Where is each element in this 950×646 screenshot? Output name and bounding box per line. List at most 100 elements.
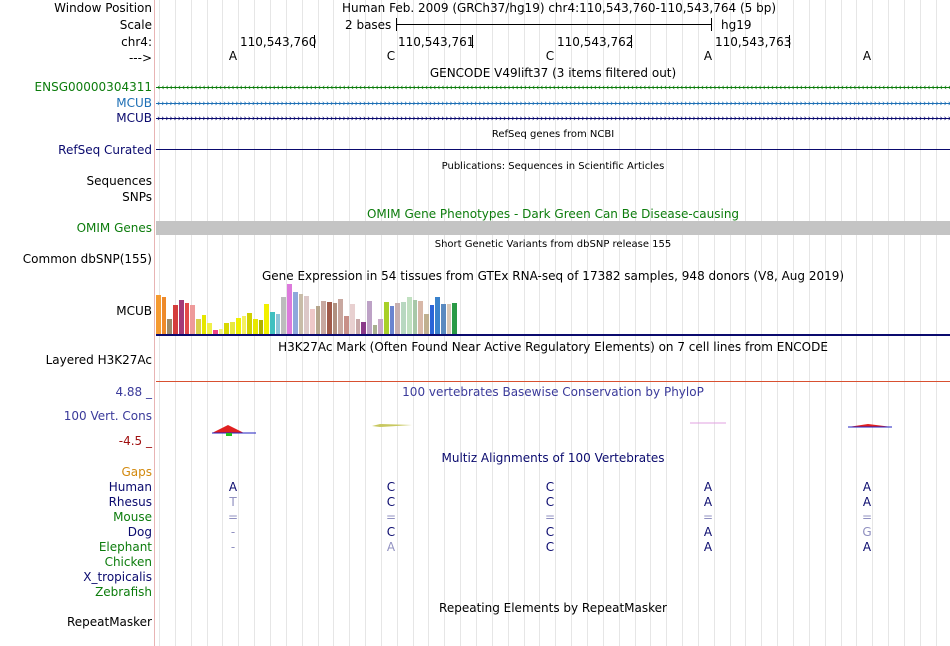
omim-genes-label[interactable]: OMIM Genes [76,221,152,235]
gencode-track-title: GENCODE V49lift37 (3 items filtered out) [429,66,677,80]
multiz-gaps-label[interactable]: Gaps [121,465,152,479]
gencode-item-ensg-feature[interactable]: ‹‹‹‹‹‹‹‹‹‹‹‹‹‹‹‹‹‹‹‹‹‹‹‹‹‹‹‹‹‹‹‹‹‹‹‹‹‹‹‹… [156,84,950,92]
gtex-tissue-bar[interactable] [162,297,166,334]
h3k27ac-signal-line[interactable] [156,381,950,382]
grid-line [793,0,794,646]
gtex-tissue-bar[interactable] [167,319,172,334]
gtex-bar-chart[interactable] [156,284,950,336]
gtex-tissue-bar[interactable] [230,322,235,334]
gtex-tissue-bar[interactable] [281,297,286,334]
gtex-tissue-bar[interactable] [156,295,161,334]
publications-sequences-label[interactable]: Sequences [86,174,152,188]
gtex-tissue-bar[interactable] [259,320,263,334]
gtex-tissue-bar[interactable] [242,316,246,334]
phylop-track-label[interactable]: 100 Vert. Cons [63,409,152,423]
publications-snps-label[interactable]: SNPs [122,190,152,204]
gtex-tissue-bar[interactable] [333,303,337,334]
phylop-track-title: 100 vertebrates Basewise Conservation by… [402,385,704,399]
window-position-label: Window Position [54,1,152,15]
repeatmasker-label[interactable]: RepeatMasker [66,615,152,629]
gtex-tissue-bar[interactable] [253,319,258,334]
gencode-item-ensg-label[interactable]: ENSG00000304311 [34,80,152,94]
multiz-base: - [230,540,236,554]
gtex-tissue-bar[interactable] [378,319,383,334]
gtex-tissue-bar[interactable] [384,302,389,334]
gtex-tissue-bar[interactable] [304,296,309,334]
assembly-position-text: Human Feb. 2009 (GRCh37/hg19) chr4:110,5… [342,1,777,15]
grid-line [587,0,588,646]
omim-gene-feature[interactable] [156,221,950,235]
gtex-tissue-bar[interactable] [207,323,212,334]
gtex-tissue-bar[interactable] [447,304,451,334]
gtex-tissue-bar[interactable] [418,301,423,334]
gtex-tissue-bar[interactable] [219,329,223,334]
gtex-tissue-bar[interactable] [321,301,326,334]
multiz-species-label[interactable]: Mouse [113,510,152,524]
multiz-species-label[interactable]: Human [108,480,152,494]
gtex-tissue-bar[interactable] [407,297,412,334]
multiz-species-label[interactable]: Dog [127,525,152,539]
gencode-item-mcub-label-1[interactable]: MCUB [116,96,152,110]
position-tick [789,35,790,48]
multiz-base: T [229,495,237,509]
phylop-peak-1 [212,425,244,433]
gencode-item-mcub-feature-1[interactable]: ››››››››››››››››››››››››››››››››››››››››… [156,100,950,108]
gencode-item-mcub-label-2[interactable]: MCUB [116,111,152,125]
gtex-tissue-bar[interactable] [356,319,360,334]
gtex-tissue-bar[interactable] [441,304,446,334]
gtex-tissue-bar[interactable] [361,322,366,334]
multiz-base: C [545,540,555,554]
grid-line [872,0,873,646]
gtex-tissue-bar[interactable] [367,301,372,334]
gtex-tissue-bar[interactable] [413,300,417,334]
gtex-tissue-bar[interactable] [390,306,394,334]
gtex-tissue-bar[interactable] [338,299,343,334]
gtex-tissue-bar[interactable] [327,302,332,334]
refseq-feature-line[interactable] [156,149,950,150]
gtex-tissue-bar[interactable] [202,315,206,334]
gtex-gene-label[interactable]: MCUB [116,304,152,318]
phylop-arrow-2 [372,424,412,427]
gtex-tissue-bar[interactable] [224,323,229,334]
multiz-species-label[interactable]: Chicken [104,555,152,569]
gtex-tissue-bar[interactable] [395,303,400,334]
gtex-tissue-bar[interactable] [424,314,429,334]
multiz-species-label[interactable]: Zebrafish [95,585,152,599]
gtex-tissue-bar[interactable] [344,316,349,334]
gtex-tissue-bar[interactable] [236,318,241,334]
gtex-tissue-bar[interactable] [287,284,292,334]
multiz-base: C [545,480,555,494]
gtex-tissue-bar[interactable] [264,304,269,334]
gtex-tissue-bar[interactable] [213,330,218,334]
gtex-tissue-bar[interactable] [196,319,201,334]
gtex-tissue-bar[interactable] [276,314,280,334]
multiz-species-label[interactable]: X_tropicalis [83,570,152,584]
gtex-tissue-bar[interactable] [179,300,184,334]
grid-line [841,0,842,646]
gtex-tissue-bar[interactable] [293,292,298,334]
gtex-tissue-bar[interactable] [173,305,178,334]
gtex-tissue-bar[interactable] [247,313,252,334]
gtex-tissue-bar[interactable] [310,309,315,334]
gtex-tissue-bar[interactable] [190,305,195,334]
gtex-tissue-bar[interactable] [185,303,189,334]
multiz-base: A [862,495,872,509]
phylop-signal[interactable] [156,412,950,438]
gtex-tissue-bar[interactable] [316,306,320,334]
gtex-tissue-bar[interactable] [435,297,440,334]
gtex-tissue-bar[interactable] [452,303,457,334]
gtex-tissue-bar[interactable] [401,302,406,334]
h3k27ac-label[interactable]: Layered H3K27Ac [45,353,152,367]
multiz-species-label[interactable]: Rhesus [108,495,152,509]
gtex-tissue-bar[interactable] [430,305,434,334]
refseq-curated-label[interactable]: RefSeq Curated [58,143,152,157]
gtex-tissue-bar[interactable] [270,312,275,334]
common-dbsnp-label[interactable]: Common dbSNP(155) [22,252,152,266]
position-label: 110,543,763 [715,35,792,49]
gencode-item-mcub-feature-2[interactable]: ››››››››››››››››››››››››››››››››››››››››… [156,115,950,123]
gtex-tissue-bar[interactable] [299,294,303,334]
multiz-species-label[interactable]: Elephant [98,540,152,554]
gtex-tissue-bar[interactable] [350,304,355,334]
gtex-tissue-bar[interactable] [373,325,377,334]
